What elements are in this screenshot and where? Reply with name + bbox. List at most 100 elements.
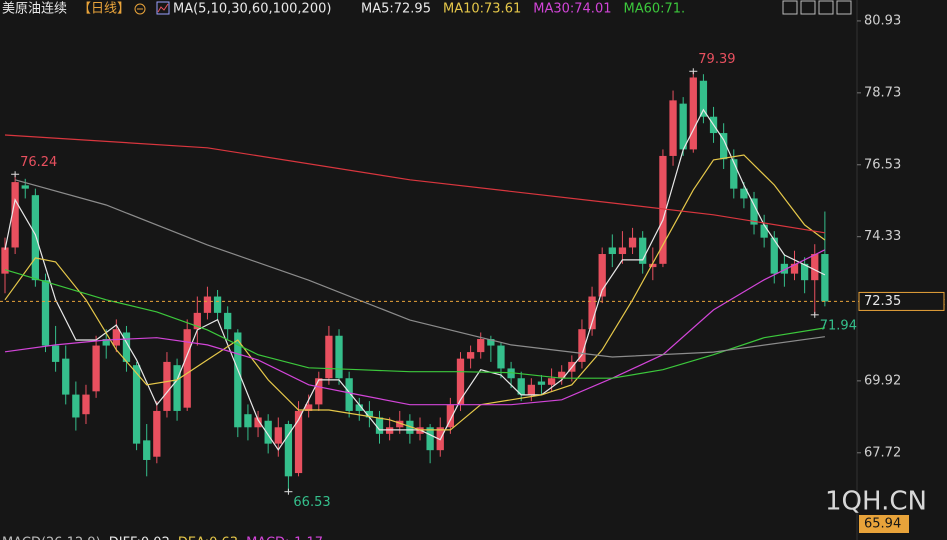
ma-line <box>4 108 826 451</box>
legend-entry: MA30:74.01 <box>533 2 611 17</box>
candle-body <box>497 345 505 369</box>
tool-button[interactable] <box>836 0 852 15</box>
candle-body <box>224 312 232 330</box>
candle-body <box>487 339 495 346</box>
candle-body <box>507 368 515 379</box>
candle-body <box>649 263 657 268</box>
macd-label: DIFF:0.02 <box>109 536 170 540</box>
candle-body <box>517 378 525 395</box>
candle-body <box>558 371 566 379</box>
y-tick-label: 74.33 <box>864 229 901 244</box>
candle-body <box>31 195 40 281</box>
candle-body <box>163 361 171 411</box>
candle-body <box>406 420 414 434</box>
ma-icon[interactable] <box>156 1 170 15</box>
price-box <box>858 291 945 311</box>
candle-body <box>62 358 70 395</box>
y-tick-label: 76.53 <box>864 157 901 172</box>
y-tick-label: 80.93 <box>864 13 901 28</box>
candle-body <box>679 103 687 150</box>
macd-label: MACD(26,12,9) <box>2 536 101 540</box>
annotation-label: 79.39 <box>698 52 735 67</box>
candle-body <box>689 77 697 150</box>
chart-title: 美原油连续 <box>2 1 67 17</box>
y-tick-label: 67.72 <box>864 445 901 460</box>
candle-body <box>274 427 282 444</box>
candle-body <box>456 358 465 405</box>
candle-body <box>375 417 384 434</box>
candle-body <box>102 339 110 346</box>
candle-body <box>730 159 738 189</box>
ma-line <box>4 249 826 406</box>
candle-body <box>41 280 50 346</box>
candle-body <box>466 352 475 359</box>
candle-body <box>173 365 181 411</box>
ma-line <box>14 179 825 358</box>
candle-body <box>547 378 556 385</box>
candle-body <box>1 247 9 274</box>
candle-body <box>294 410 303 474</box>
tool-button[interactable] <box>818 0 834 15</box>
annotation-label: 71.94 <box>820 318 857 333</box>
ma-setting: MA(5,10,30,60,100,200) <box>173 2 331 17</box>
candle-body <box>365 410 374 418</box>
candle-body <box>618 247 627 255</box>
candle-body <box>527 384 535 395</box>
candle-body <box>355 404 363 411</box>
price-label: 72.35 <box>864 294 901 309</box>
candles <box>1 71 829 492</box>
tool-button[interactable] <box>800 0 816 15</box>
candle-body <box>740 188 748 199</box>
candle-body <box>588 296 596 330</box>
candle-body <box>92 345 100 392</box>
candle-body <box>244 414 252 428</box>
tool-button[interactable] <box>782 0 798 15</box>
period-icon[interactable] <box>134 3 146 15</box>
candle-body <box>608 247 616 255</box>
candle-body <box>335 335 343 379</box>
watermark: 1QH.CN <box>825 487 927 517</box>
candle-body <box>598 254 606 297</box>
y-tick-label: 78.73 <box>864 85 901 100</box>
y-tick-label: 69.92 <box>864 373 901 388</box>
candle-body <box>770 237 778 274</box>
ma-line <box>4 154 826 431</box>
candle-body <box>315 378 323 405</box>
candle-body <box>760 224 768 238</box>
candle-body <box>750 198 758 225</box>
candle-body <box>254 417 262 428</box>
ma-icon-line <box>157 3 169 13</box>
candle-body <box>396 420 404 428</box>
candle-body <box>305 404 313 411</box>
candle-body <box>790 263 799 274</box>
bottom-label: 65.94 <box>864 517 901 532</box>
candle-body <box>143 440 151 460</box>
candle-body <box>345 378 353 411</box>
toolbar <box>782 0 852 15</box>
candle-body <box>446 404 455 428</box>
candle-body <box>193 312 201 330</box>
candle-body <box>628 237 637 248</box>
candle-body <box>234 332 242 428</box>
candle-body <box>203 296 212 313</box>
candle-body <box>578 329 586 362</box>
candle-body <box>21 185 29 189</box>
annotation-label: 66.53 <box>293 495 330 510</box>
candle-body <box>800 263 809 281</box>
candle-body <box>51 345 60 362</box>
candle-body <box>72 394 80 418</box>
candle-body <box>659 155 667 264</box>
candle-body <box>325 335 333 379</box>
candle-body <box>699 80 708 117</box>
candle-body <box>11 182 19 248</box>
candle-body <box>82 394 90 415</box>
candle-body <box>153 410 161 457</box>
period-label: 【日线】 <box>78 2 130 17</box>
candle-body <box>821 254 829 302</box>
candle-body <box>720 133 728 160</box>
ma-line <box>4 269 825 379</box>
candle-body <box>213 296 222 313</box>
candle-body <box>122 332 131 362</box>
bottom-box <box>859 515 909 533</box>
